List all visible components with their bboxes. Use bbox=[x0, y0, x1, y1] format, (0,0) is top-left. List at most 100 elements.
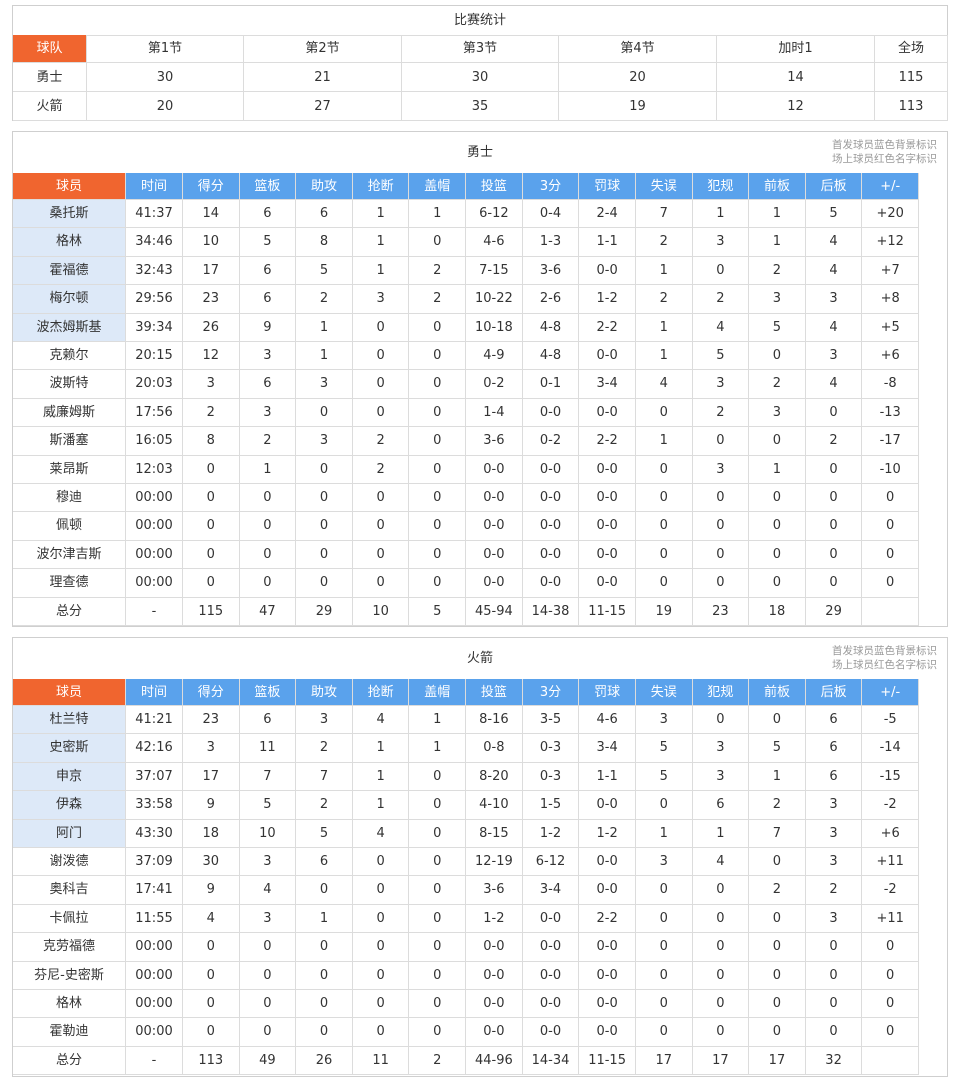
stat-cell: 3 bbox=[239, 342, 297, 371]
stat-cell: 7-15 bbox=[466, 256, 523, 286]
stat-cell: 0 bbox=[409, 904, 467, 934]
stat-cell: 0 bbox=[352, 933, 410, 962]
stat-cell: 0-0 bbox=[579, 512, 636, 541]
stat-cell: 0 bbox=[692, 904, 750, 934]
stat-cell: 5 bbox=[635, 734, 693, 763]
total-cell: 5 bbox=[409, 597, 467, 626]
stat-cell: 3 bbox=[805, 904, 863, 934]
stat-cell: 0 bbox=[749, 961, 806, 990]
stat-cell: 0 bbox=[805, 398, 863, 428]
stat-cell: 0 bbox=[239, 990, 297, 1019]
stat-cell: 20:03 bbox=[126, 370, 183, 399]
stat-cell: 0 bbox=[352, 848, 410, 877]
player-name: 克劳福德 bbox=[13, 933, 126, 962]
stat-cell: 4 bbox=[805, 370, 863, 399]
total-cell: 29 bbox=[805, 597, 863, 626]
stat-cell: 0 bbox=[635, 791, 693, 820]
stat-cell: 0 bbox=[805, 540, 863, 570]
header-cell: 抢断 bbox=[352, 679, 410, 706]
stat-cell: 0 bbox=[692, 569, 750, 598]
total-cell: 113 bbox=[183, 1046, 240, 1076]
total-cell: 17 bbox=[692, 1046, 750, 1076]
stat-cell: 0 bbox=[296, 398, 353, 428]
stat-cell: +11 bbox=[862, 848, 919, 877]
header-cell: 罚球 bbox=[579, 173, 636, 200]
header-cell: 得分 bbox=[183, 679, 240, 706]
stat-cell: 3-6 bbox=[522, 256, 580, 286]
stat-cell: 0 bbox=[409, 313, 467, 342]
stat-cell: 0 bbox=[692, 990, 750, 1019]
stat-cell: +20 bbox=[862, 200, 919, 229]
stat-cell: 0-2 bbox=[466, 370, 523, 399]
stat-cell: 41:37 bbox=[126, 200, 183, 229]
stat-cell: 00:00 bbox=[126, 540, 183, 570]
player-name: 谢泼德 bbox=[13, 848, 126, 877]
stat-cell: 8 bbox=[296, 228, 353, 257]
player-name: 波杰姆斯基 bbox=[13, 313, 126, 342]
header-cell: 第4节 bbox=[559, 35, 717, 63]
header-cell: 投篮 bbox=[466, 679, 523, 706]
team-box: 火箭 首发球员蓝色背景标识 场上球员红色名字标识 球员 时间 得分 篮板 助攻 抢断 盖帽投… bbox=[12, 637, 948, 1077]
stat-cell: 6-12 bbox=[522, 848, 580, 877]
stat-cell: 0-0 bbox=[579, 540, 636, 570]
stat-cell: 0 bbox=[409, 819, 467, 848]
team-title: 火箭 bbox=[466, 651, 493, 666]
stat-cell: 0 bbox=[635, 990, 693, 1019]
stat-cell: 1-2 bbox=[579, 819, 636, 848]
player-name: 霍福德 bbox=[13, 256, 126, 286]
note: 场上球员红色名字标识 bbox=[832, 659, 937, 671]
stat-cell: 0-0 bbox=[579, 933, 636, 962]
stat-cell: 2 bbox=[749, 256, 806, 286]
player-name: 格林 bbox=[13, 990, 126, 1019]
stat-cell: 0 bbox=[409, 876, 467, 905]
stat-cell: 0-0 bbox=[522, 569, 580, 598]
stat-cell: 0 bbox=[352, 876, 410, 905]
stat-cell: 0 bbox=[409, 848, 467, 877]
stat-cell: 4-6 bbox=[579, 706, 636, 735]
player-name: 奥科吉 bbox=[13, 876, 126, 905]
stat-cell: 0 bbox=[862, 990, 919, 1019]
stat-cell: 8-15 bbox=[466, 819, 523, 848]
stat-cell: 41:21 bbox=[126, 706, 183, 735]
stat-cell: 5 bbox=[296, 819, 353, 848]
stat-cell: -2 bbox=[862, 876, 919, 905]
stat-cell: 0 bbox=[635, 512, 693, 541]
stat-cell: 39:34 bbox=[126, 313, 183, 342]
stat-cell: 0-3 bbox=[522, 762, 580, 792]
player-name: 霍勒迪 bbox=[13, 1018, 126, 1047]
stat-cell: 1-2 bbox=[466, 904, 523, 934]
player-name: 申京 bbox=[13, 762, 126, 792]
stat-cell: 0-0 bbox=[466, 512, 523, 541]
stat-cell: 0-0 bbox=[522, 990, 580, 1019]
stat-cell: 0 bbox=[352, 370, 410, 399]
header-cell: 第1节 bbox=[87, 35, 244, 63]
stat-cell: 0 bbox=[862, 540, 919, 570]
stat-cell: -5 bbox=[862, 706, 919, 735]
stat-cell: 16:05 bbox=[126, 427, 183, 456]
stat-cell: -2 bbox=[862, 791, 919, 820]
player-name: 斯潘塞 bbox=[13, 427, 126, 456]
stat-cell: -10 bbox=[862, 455, 919, 484]
stat-cell: 0-0 bbox=[579, 961, 636, 990]
stat-cell: 0 bbox=[409, 398, 467, 428]
stat-cell: 0 bbox=[352, 313, 410, 342]
total-cell: 2 bbox=[409, 1046, 467, 1076]
stat-cell: 7 bbox=[635, 200, 693, 229]
stat-cell: 1 bbox=[749, 762, 806, 792]
stat-cell: +6 bbox=[862, 342, 919, 371]
stat-cell: 0-0 bbox=[579, 398, 636, 428]
stat-cell: 00:00 bbox=[126, 484, 183, 513]
stat-cell: 8-16 bbox=[466, 706, 523, 735]
stat-cell: 3 bbox=[635, 848, 693, 877]
stat-cell: 3 bbox=[296, 370, 353, 399]
stat-cell: 0 bbox=[352, 961, 410, 990]
stat-cell: 34:46 bbox=[126, 228, 183, 257]
stat-cell: 37:07 bbox=[126, 762, 183, 792]
stat-cell: 0 bbox=[183, 961, 240, 990]
stat-cell: 3 bbox=[805, 342, 863, 371]
stat-cell: 1 bbox=[692, 200, 750, 229]
stat-cell: 0 bbox=[692, 876, 750, 905]
stat-cell: 3 bbox=[805, 285, 863, 314]
stat-cell: 0 bbox=[749, 904, 806, 934]
